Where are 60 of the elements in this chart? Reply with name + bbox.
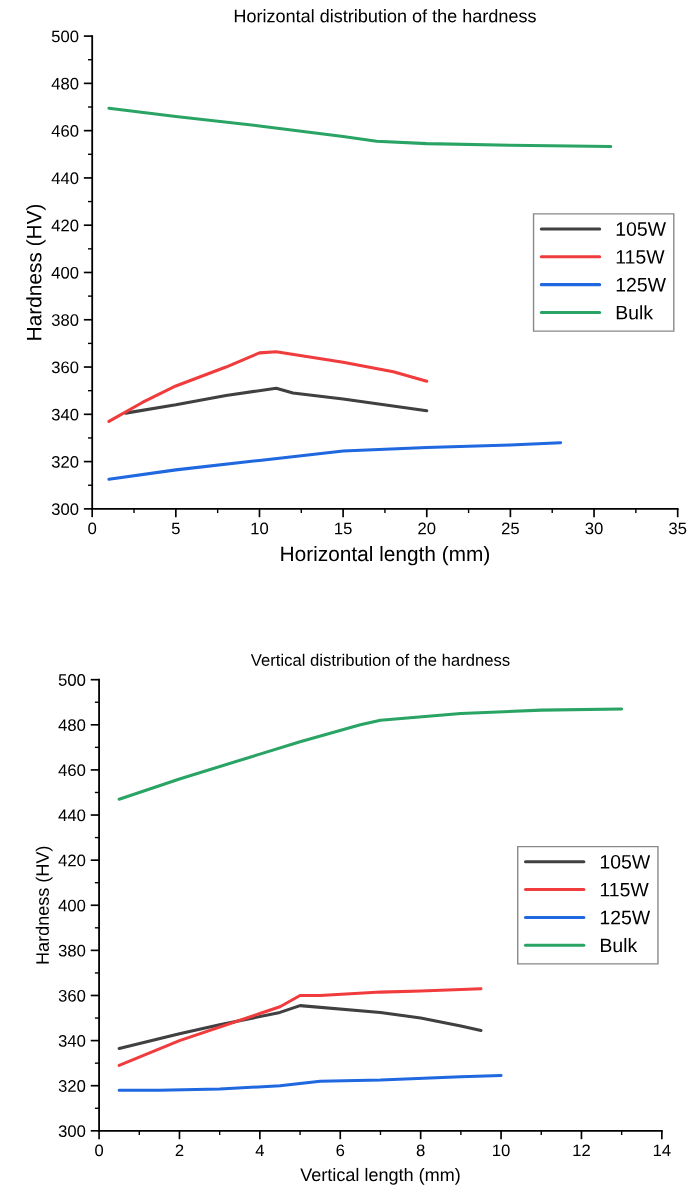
y-tick-label: 500 [58, 674, 86, 686]
y-tick-label: 360 [51, 361, 79, 374]
line-series [124, 386, 429, 415]
legend-label: 105W [600, 854, 651, 869]
x-tick-label: 25 [501, 522, 519, 535]
y-tick-label: 480 [58, 719, 86, 732]
legend-label: Bulk [600, 937, 638, 953]
line-series [117, 707, 624, 801]
x-axis-title: Horizontal length (mm) [281, 545, 490, 566]
y-tick-label: 340 [58, 1035, 86, 1047]
y-tick-label: 320 [58, 1080, 86, 1092]
x-tick-label: 10 [493, 1144, 510, 1157]
x-tick-label: 6 [336, 1144, 345, 1157]
legend-label: 115W [600, 882, 649, 897]
x-tick-label: 2 [175, 1144, 184, 1157]
chart-title: Vertical distribution of the hardness [250, 653, 510, 666]
line-series [107, 106, 613, 149]
y-axis-title: Hardness (HV) [35, 846, 53, 964]
y-tick-label: 360 [58, 989, 86, 1002]
y-tick-label: 340 [51, 408, 79, 421]
x-tick-label: 14 [653, 1144, 671, 1157]
x-tick-label: 0 [95, 1144, 104, 1157]
y-tick-label: 500 [51, 30, 79, 43]
legend-label: 125W [616, 277, 666, 292]
y-tick-label: 300 [51, 503, 79, 516]
y-tick-label: 460 [51, 125, 79, 137]
legend-label: 125W [600, 910, 651, 925]
x-tick-label: 10 [251, 522, 269, 535]
y-tick-label: 400 [51, 266, 79, 279]
x-tick-label: 35 [669, 522, 687, 535]
x-tick-label: 4 [255, 1144, 265, 1157]
x-tick-label: 20 [418, 522, 436, 535]
y-tick-label: 480 [51, 77, 79, 90]
line-series [107, 441, 563, 481]
x-tick-label: 8 [416, 1144, 425, 1157]
y-tick-label: 320 [51, 455, 79, 468]
y-tick-label: 380 [51, 314, 79, 326]
x-tick-label: 15 [335, 522, 352, 535]
y-tick-label: 300 [58, 1125, 86, 1138]
x-tick-label: 30 [585, 522, 603, 535]
legend-label: 105W [616, 222, 666, 236]
line-series [117, 1004, 483, 1051]
y-tick-label: 440 [58, 809, 86, 822]
y-tick-label: 420 [58, 854, 86, 867]
chart-title: Horizontal distribution of the hardness [234, 9, 536, 23]
y-tick-label: 460 [58, 764, 86, 777]
x-axis-title: Vertical length (mm) [300, 1167, 460, 1185]
x-tick-label: 0 [88, 522, 97, 535]
y-tick-label: 380 [58, 944, 86, 957]
y-tick-label: 420 [51, 219, 79, 232]
legend-label: 115W [616, 250, 665, 264]
y-axis-title: Hardness (HV) [26, 204, 46, 340]
line-series [117, 987, 483, 1067]
x-tick-label: 12 [573, 1144, 590, 1157]
x-tick-label: 5 [171, 522, 180, 535]
legend-label: Bulk [616, 305, 654, 320]
y-tick-label: 440 [51, 172, 79, 185]
y-tick-label: 400 [58, 899, 86, 912]
line-series [107, 350, 429, 423]
line-series [117, 1074, 503, 1092]
